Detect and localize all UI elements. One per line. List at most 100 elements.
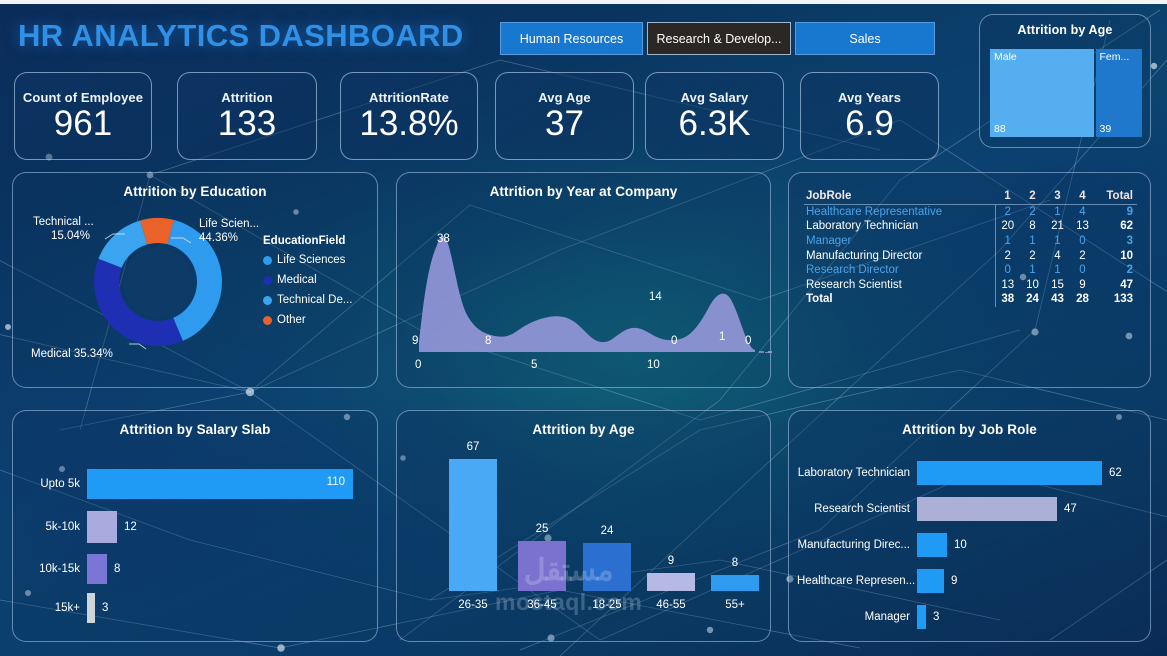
matrix-col-4[interactable]: 4 <box>1079 190 1086 203</box>
legend-item-life-sciences[interactable]: Life Sciences <box>263 254 352 266</box>
age-column-18-25[interactable]: 24 18-25 <box>583 525 631 611</box>
jobrole-matrix-table[interactable]: JobRole 1 2 3 4 Total Healthcare Represe… <box>804 189 1137 307</box>
role-bar-row-manufacturing-director[interactable]: Manufacturing Direc... 10 <box>797 533 1145 557</box>
matrix-cell: 2 <box>994 204 1020 220</box>
panel-title: Attrition by Job Role <box>902 422 1037 437</box>
age-column-36-45[interactable]: 25 36-45 <box>518 523 566 611</box>
matrix-cell: 20 <box>994 219 1020 234</box>
legend-swatch-icon <box>263 275 272 285</box>
role-bar-row-manager[interactable]: Manager 3 <box>797 605 1145 629</box>
table-row[interactable]: Manager 1 1 1 0 3 <box>804 233 1137 249</box>
kpi-card-attrition[interactable]: Attrition 133 <box>177 72 317 160</box>
salary-bar-fill[interactable] <box>87 593 95 623</box>
matrix-cell-total: 10 <box>1120 249 1133 262</box>
kpi-label: Avg Age <box>538 89 591 105</box>
legend-item-other[interactable]: Other <box>263 314 352 326</box>
matrix-col-jobrole[interactable]: JobRole <box>806 190 852 203</box>
role-bar-fill[interactable] <box>917 497 1057 521</box>
donut-chart[interactable] <box>93 217 223 347</box>
matrix-col-total[interactable]: Total <box>1106 190 1133 203</box>
role-bar-value: 9 <box>951 575 958 587</box>
salary-bar-row-10k-15k[interactable]: 10k-15k 8 <box>25 554 365 584</box>
treemap-cell-value: 88 <box>994 123 1006 135</box>
age-column-value: 8 <box>731 557 739 569</box>
role-bar-fill[interactable] <box>917 569 944 593</box>
legend-item-label: Medical <box>277 274 317 286</box>
department-filter-group[interactable]: Human Resources Research & Develop... Sa… <box>500 22 935 55</box>
matrix-cell: 2 <box>1029 205 1036 218</box>
role-bar-row-laboratory-technician[interactable]: Laboratory Technician 62 <box>797 461 1145 485</box>
salary-bar-fill[interactable] <box>87 554 107 584</box>
page-title: HR ANALYTICS DASHBOARD <box>18 18 464 53</box>
role-bar-value: 47 <box>1064 503 1077 515</box>
age-column-bar[interactable] <box>583 543 631 591</box>
age-column-value: 24 <box>600 525 614 537</box>
age-column-bar[interactable] <box>518 541 566 591</box>
legend-item-label: Technical De... <box>277 294 353 306</box>
matrix-row-label: Laboratory Technician <box>806 220 919 233</box>
role-bar-fill[interactable] <box>917 533 947 557</box>
age-column-46-55[interactable]: 9 46-55 <box>647 555 695 611</box>
matrix-cell: 28 <box>1076 293 1089 306</box>
filter-button-research-development[interactable]: Research & Develop... <box>647 22 791 55</box>
matrix-cell-total: 2 <box>1126 264 1133 277</box>
table-row[interactable]: Healthcare Representative 2 2 1 4 9 <box>804 204 1137 220</box>
donut-label-technical-name: Technical ... <box>33 216 94 228</box>
salary-bar-label: 10k-15k <box>39 563 80 575</box>
area-data-label-2: 8 <box>485 335 492 347</box>
matrix-cell: 8 <box>1029 220 1036 233</box>
table-row[interactable]: Research Director 0 1 1 0 2 <box>804 262 1137 278</box>
matrix-col-3[interactable]: 3 <box>1054 190 1061 203</box>
age-column-bar[interactable] <box>449 459 497 591</box>
donut-slice-life-sciences[interactable] <box>167 219 222 341</box>
matrix-row-label: Research Scientist <box>806 278 902 291</box>
salary-bar-fill[interactable] <box>87 511 117 543</box>
salary-bar-row-upto-5k[interactable]: Upto 5k 110 <box>25 469 365 499</box>
donut-slice-technical-degree[interactable] <box>98 220 148 268</box>
area-chart[interactable] <box>397 207 772 389</box>
legend-item-technical-degree[interactable]: Technical De... <box>263 294 352 306</box>
table-row[interactable]: Laboratory Technician 20 8 21 13 62 <box>804 219 1137 234</box>
treemap-cell-female[interactable]: Fem... 39 <box>1095 49 1142 137</box>
salary-bar-value: 8 <box>114 563 121 575</box>
kpi-card-avg-salary[interactable]: Avg Salary 6.3K <box>645 72 784 160</box>
table-row[interactable]: Research Scientist 13 10 15 9 47 <box>804 277 1137 293</box>
kpi-card-count-of-employee[interactable]: Count of Employee 961 <box>14 72 152 160</box>
kpi-card-avg-years[interactable]: Avg Years 6.9 <box>800 72 939 160</box>
role-bar-row-healthcare-representative[interactable]: Healthcare Represen... 9 <box>797 569 1145 593</box>
panel-attrition-by-age: Attrition by Age 67 26-35 25 36-45 24 18… <box>396 410 771 642</box>
role-bar-fill[interactable] <box>917 461 1102 485</box>
panel-title: Attrition by Year at Company <box>489 184 678 199</box>
donut-label-life-name: Life Scien... <box>199 218 260 230</box>
salary-bar-value: 110 <box>326 476 345 488</box>
legend-item-medical[interactable]: Medical <box>263 274 352 286</box>
panel-jobrole-matrix: JobRole 1 2 3 4 Total Healthcare Represe… <box>788 172 1151 388</box>
age-column-bar[interactable] <box>711 575 759 591</box>
matrix-col-1[interactable]: 1 <box>1004 190 1011 203</box>
age-column-55-plus[interactable]: 8 55+ <box>711 557 759 611</box>
donut-center-hole <box>123 247 193 317</box>
kpi-card-avg-age[interactable]: Avg Age 37 <box>495 72 634 160</box>
age-column-26-35[interactable]: 67 26-35 <box>449 441 497 611</box>
matrix-cell: 1 <box>1054 264 1061 277</box>
salary-bar-row-5k-10k[interactable]: 5k-10k 12 <box>25 511 365 543</box>
matrix-cell: 0 <box>1079 264 1086 277</box>
salary-bar-label: Upto 5k <box>40 478 80 490</box>
role-bar-fill[interactable] <box>917 605 926 629</box>
matrix-col-2[interactable]: 2 <box>1029 190 1036 203</box>
kpi-card-attrition-rate[interactable]: AttritionRate 13.8% <box>340 72 478 160</box>
age-column-bar[interactable] <box>647 573 695 591</box>
treemap-cell-male[interactable]: Male 88 <box>990 49 1094 137</box>
table-row[interactable]: Manufacturing Director 2 2 4 2 10 <box>804 248 1137 263</box>
matrix-row-label: Total <box>806 293 833 306</box>
salary-bar-row-15k-plus[interactable]: 15k+ 3 <box>25 593 365 623</box>
salary-bar-fill[interactable]: 110 <box>87 469 353 499</box>
filter-button-sales[interactable]: Sales <box>795 22 935 55</box>
donut-slice-medical[interactable] <box>94 258 183 346</box>
filter-button-human-resources[interactable]: Human Resources <box>500 22 643 55</box>
age-column-value: 25 <box>535 523 549 535</box>
role-bar-row-research-scientist[interactable]: Research Scientist 47 <box>797 497 1145 521</box>
legend-swatch-icon <box>263 315 272 325</box>
treemap-cell-label: Male <box>994 51 1017 63</box>
donut-slice-other[interactable] <box>140 217 174 245</box>
